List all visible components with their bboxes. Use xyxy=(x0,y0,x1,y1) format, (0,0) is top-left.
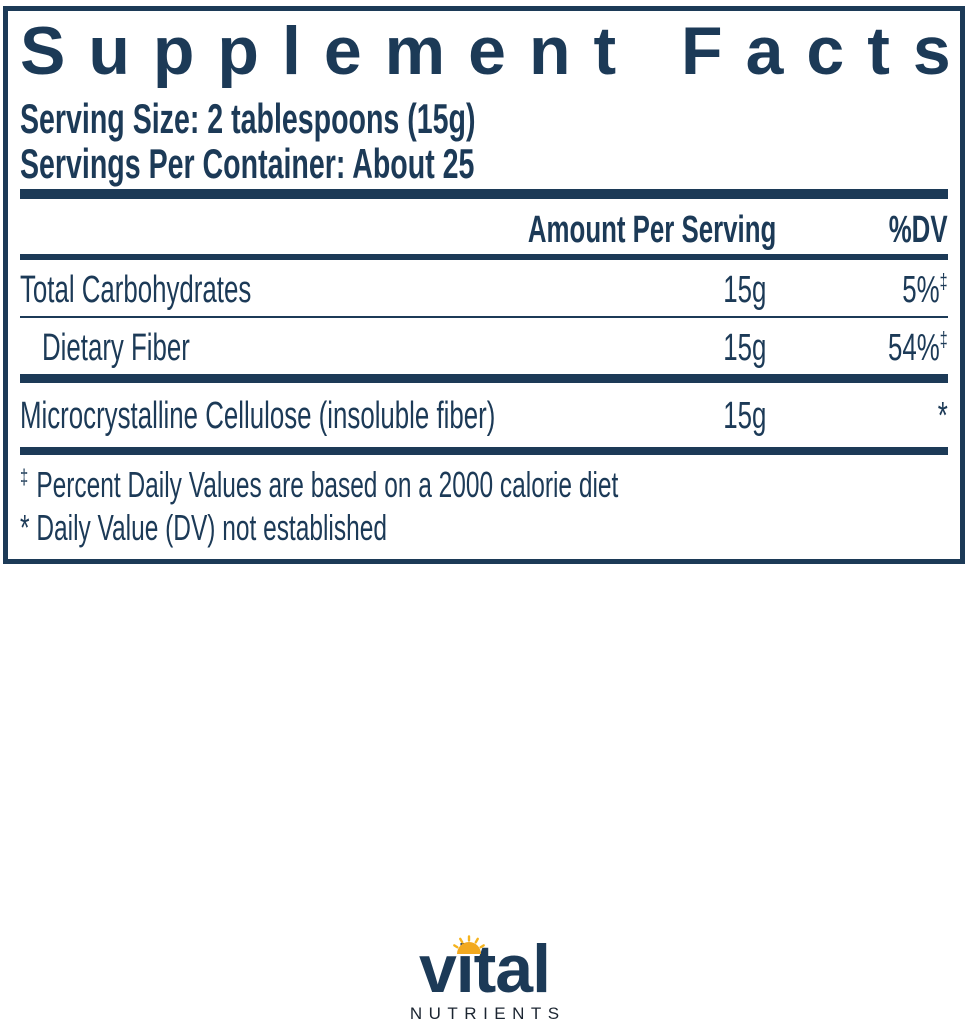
nutrient-name: Total Carbohydrates xyxy=(20,269,252,311)
nutrient-dv: 54%‡ xyxy=(888,327,948,369)
double-dagger-mark: ‡ xyxy=(20,464,29,489)
table-row-total-carbohydrates: Total Carbohydrates 15g 5%‡ xyxy=(20,260,948,316)
column-header-dv: %DV xyxy=(889,209,948,251)
servings-per-container-text: Servings Per Container: About 25 xyxy=(20,140,475,187)
daily-value-footnote-mark: ‡ xyxy=(940,270,948,294)
footnotes: ‡ Percent Daily Values are based on a 200… xyxy=(20,463,948,549)
table-row-dietary-fiber: Dietary Fiber 15g 54%‡ xyxy=(20,318,948,374)
nutrient-amount: 15g xyxy=(722,269,766,311)
divider-row-thin xyxy=(20,316,948,318)
footnote-percent-daily-values: ‡ Percent Daily Values are based on a 200… xyxy=(20,464,619,505)
serving-size-line: Serving Size: 2 tablespoons (15g) xyxy=(20,96,948,141)
daily-value-footnote-mark: ‡ xyxy=(940,328,948,352)
nutrient-dv: 5%‡ xyxy=(902,269,948,311)
divider-top-thick xyxy=(20,189,948,199)
serving-size-text: Serving Size: 2 tablespoons (15g) xyxy=(20,95,476,142)
servings-per-container-line: Servings Per Container: About 25 xyxy=(20,141,948,186)
table-row-microcrystalline-cellulose: Microcrystalline Cellulose (insoluble fi… xyxy=(20,383,948,447)
brand-subtitle: NUTRIENTS xyxy=(409,1004,566,1023)
nutrient-amount: 15g xyxy=(722,395,766,437)
supplement-facts-panel: Supplement Facts Serving Size: 2 tablesp… xyxy=(3,6,965,564)
divider-mid-thick xyxy=(20,374,948,383)
divider-header-bottom xyxy=(20,254,948,260)
sun-icon xyxy=(453,935,485,954)
column-header-amount: Amount Per Serving xyxy=(527,209,776,251)
brand-name: vital xyxy=(418,931,551,1007)
nutrient-dv: * xyxy=(937,395,948,437)
nutrient-name: Dietary Fiber xyxy=(42,327,190,369)
divider-bottom-thick xyxy=(20,447,948,455)
brand-logo: vital NUTRIENTS xyxy=(0,931,969,1024)
table-header-row: Amount Per Serving %DV xyxy=(20,209,948,251)
footnote-dv-not-established: * Daily Value (DV) not established xyxy=(20,507,387,548)
brand-wordmark: vital xyxy=(418,931,551,1007)
panel-title: Supplement Facts xyxy=(20,13,969,89)
nutrient-amount: 15g xyxy=(722,327,766,369)
asterisk-mark: * xyxy=(20,507,30,548)
nutrient-name: Microcrystalline Cellulose (insoluble fi… xyxy=(20,395,496,437)
